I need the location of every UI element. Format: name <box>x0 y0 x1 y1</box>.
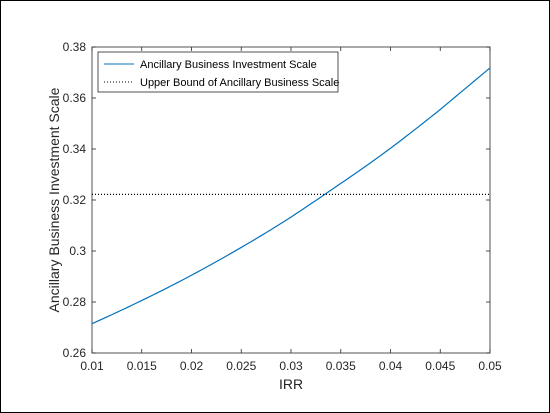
x-tick-label: 0.015 <box>127 359 157 373</box>
y-tick-label: 0.34 <box>63 142 87 156</box>
series-layer <box>91 67 491 325</box>
y-tick-label: 0.28 <box>63 295 87 309</box>
y-tick-label: 0.32 <box>63 193 87 207</box>
x-tick-label: 0.05 <box>478 359 502 373</box>
y-tick-label: 0.38 <box>63 40 87 54</box>
y-tick-label: 0.36 <box>63 91 87 105</box>
series-line-1 <box>91 67 491 325</box>
x-tick-label: 0.01 <box>80 359 104 373</box>
legend: Ancillary Business Investment Scale Uppe… <box>97 51 339 93</box>
x-tick-label: 0.045 <box>425 359 455 373</box>
y-tick-label: 0.26 <box>63 346 87 360</box>
plot-area <box>91 46 491 354</box>
x-tick-label: 0.02 <box>180 359 204 373</box>
tick-layer: 0.01 0.015 0.02 0.025 0.03 0.035 0.04 0.045 0.05… <box>63 40 502 373</box>
x-tick-label: 0.03 <box>279 359 303 373</box>
legend-label-series-1: Ancillary Business Investment Scale <box>140 59 317 71</box>
legend-box <box>97 51 339 93</box>
y-axis-label: Ancillary Business Investment Scale <box>46 87 62 312</box>
x-axis-label: IRR <box>279 376 303 392</box>
y-tick-label: 0.3 <box>69 244 86 258</box>
x-tick-label: 0.035 <box>326 359 356 373</box>
x-tick-label: 0.025 <box>226 359 256 373</box>
x-tick-label: 0.04 <box>379 359 403 373</box>
legend-label-series-2: Upper Bound of Ancillary Business Scale <box>140 77 339 89</box>
